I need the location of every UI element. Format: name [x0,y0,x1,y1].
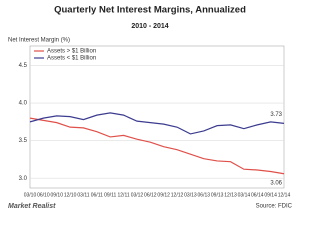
x-tick-label: 03/10 [24,192,37,198]
legend-label: Assets < $1 Billion [47,56,96,62]
x-tick-label: 12/10 [64,192,77,198]
x-tick-label: 03/14 [238,192,251,198]
x-tick-label: 09/10 [50,192,63,198]
chart: Quarterly Net Interest Margins, Annualiz… [8,5,293,210]
x-tick-label: 12/12 [171,192,184,198]
y-tick-label: 3.0 [19,176,28,182]
x-tick-label: 06/13 [198,192,211,198]
x-tick-label: 06/12 [144,192,157,198]
end-value-label: 3.73 [270,112,282,118]
x-tick-label: 09/12 [157,192,170,198]
end-value-label: 3.06 [270,180,282,186]
x-tick-label: 06/11 [91,192,103,198]
x-tick-label: 12/13 [224,192,237,198]
y-tick-label: 3.5 [19,138,28,144]
legend-label: Assets > $1 Billion [47,49,96,55]
chart-subtitle: 2010 - 2014 [131,23,168,30]
x-tick-label: 09/11 [104,192,116,198]
brand: Market Realist [8,203,56,210]
x-tick-label: 03/12 [131,192,144,198]
source: Source: FDIC [256,204,293,210]
plot-frame [29,45,285,189]
x-tick-label: 06/10 [37,192,50,198]
x-tick-label: 06/14 [251,192,264,198]
x-tick-label: 03/11 [77,192,89,198]
series-line [29,117,285,175]
y-axis-label: Net Interest Margin (%) [8,38,70,44]
series-line [29,112,285,135]
y-tick-label: 4.5 [19,63,28,69]
y-tick-label: 4.0 [19,101,28,107]
x-tick-label: 09/13 [211,192,224,198]
x-tick-label: 12/14 [278,192,291,198]
x-tick-label: 03/13 [184,192,197,198]
x-tick-label: 09/14 [264,192,277,198]
chart-title: Quarterly Net Interest Margins, Annualiz… [54,5,246,16]
x-tick-label: 12/11 [118,192,130,198]
